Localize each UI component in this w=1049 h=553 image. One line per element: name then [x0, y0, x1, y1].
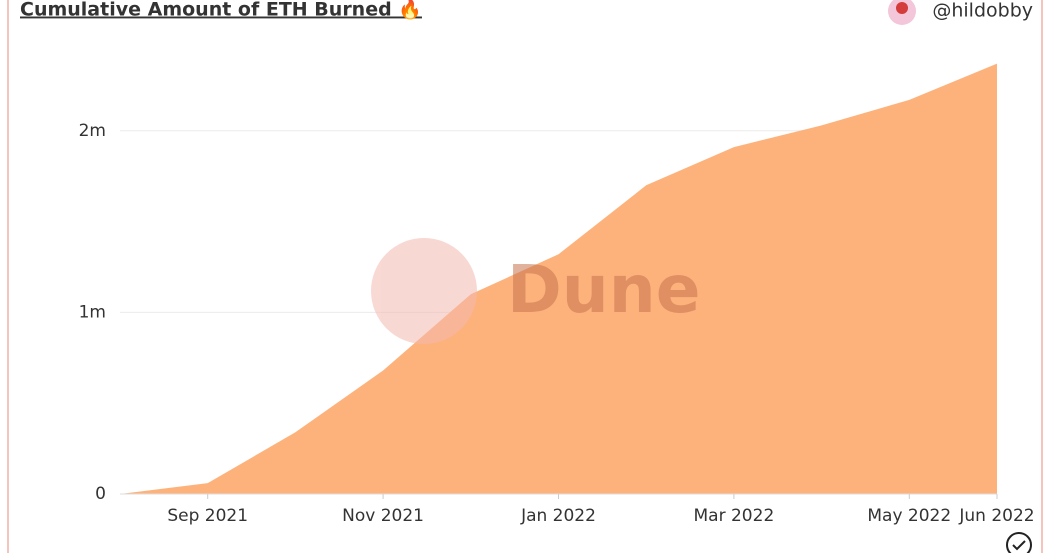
x-tick-label: Mar 2022	[694, 506, 775, 526]
watermark-text: Dune	[507, 251, 701, 328]
avatar-detail	[896, 2, 908, 14]
y-tick-label: 0	[95, 484, 106, 504]
x-tick-label: May 2022	[867, 506, 951, 526]
chart-title: Cumulative Amount of ETH Burned 🔥	[20, 0, 422, 21]
frame	[7, 0, 1043, 553]
watermark: Dune	[371, 238, 701, 344]
check-mark	[1012, 540, 1026, 551]
check-icon	[1006, 532, 1032, 553]
y-tick-label: 2m	[79, 121, 106, 141]
area	[120, 63, 997, 494]
x-tick-label: Nov 2021	[342, 506, 424, 526]
x-tick-label: Sep 2021	[167, 506, 248, 526]
x-tick-label: Jan 2022	[520, 506, 596, 526]
y-tick-label: 1m	[79, 302, 106, 322]
x-tick-label: Jun 2022	[958, 506, 1034, 526]
author: @hildobby	[932, 0, 1033, 22]
watermark-logo	[371, 238, 477, 344]
